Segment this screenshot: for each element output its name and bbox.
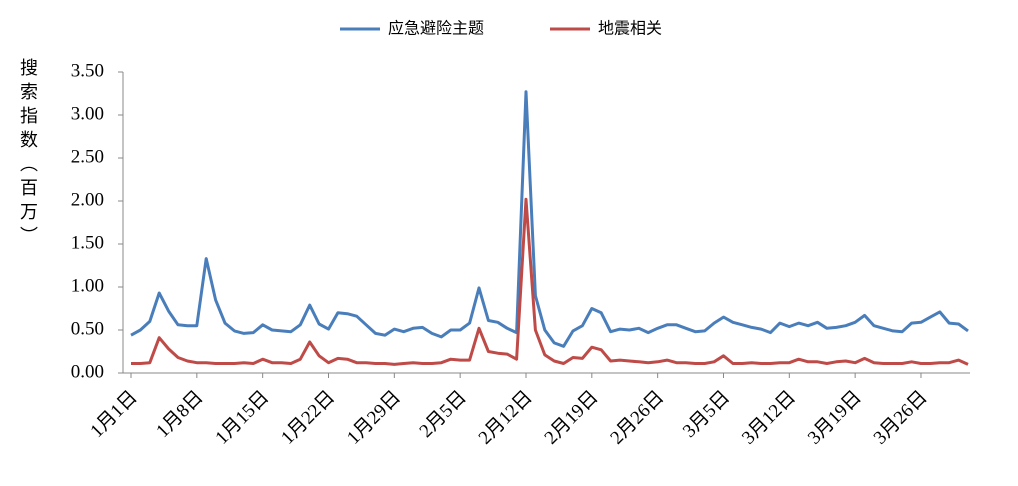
y-tick-label: 3.50 bbox=[71, 60, 104, 81]
series-line bbox=[130, 90, 969, 348]
x-tick-label: 1月15日 bbox=[211, 387, 273, 449]
x-tick-label: 3月5日 bbox=[679, 387, 734, 442]
y-axis-label: 搜索指数（百万） bbox=[17, 58, 38, 250]
y-tick-label: 2.00 bbox=[71, 189, 104, 210]
y-tick-label: 0.00 bbox=[71, 361, 104, 382]
x-tick-label: 1月29日 bbox=[343, 387, 405, 449]
y-tick-label: 0.50 bbox=[71, 318, 104, 339]
x-tick-label: 3月19日 bbox=[804, 387, 866, 449]
legend-label: 应急避险主题 bbox=[388, 19, 484, 38]
x-tick-label: 2月12日 bbox=[475, 387, 537, 449]
y-tick-label: 3.00 bbox=[71, 103, 104, 124]
x-tick-label: 3月26日 bbox=[870, 387, 932, 449]
x-tick-label: 1月8日 bbox=[152, 387, 207, 442]
y-tick-label: 1.50 bbox=[71, 232, 104, 253]
y-tick-label: 2.50 bbox=[71, 146, 104, 167]
x-tick-label: 1月1日 bbox=[86, 387, 141, 442]
x-tick-label: 2月19日 bbox=[541, 387, 603, 449]
series-line bbox=[131, 197, 969, 366]
y-tick-label: 1.00 bbox=[71, 275, 104, 296]
x-tick-label: 2月26日 bbox=[606, 387, 668, 449]
x-tick-label: 2月5日 bbox=[416, 387, 471, 442]
x-tick-label: 3月12日 bbox=[738, 387, 800, 449]
x-tick-label: 1月22日 bbox=[277, 387, 339, 449]
legend-label: 地震相关 bbox=[598, 19, 662, 38]
